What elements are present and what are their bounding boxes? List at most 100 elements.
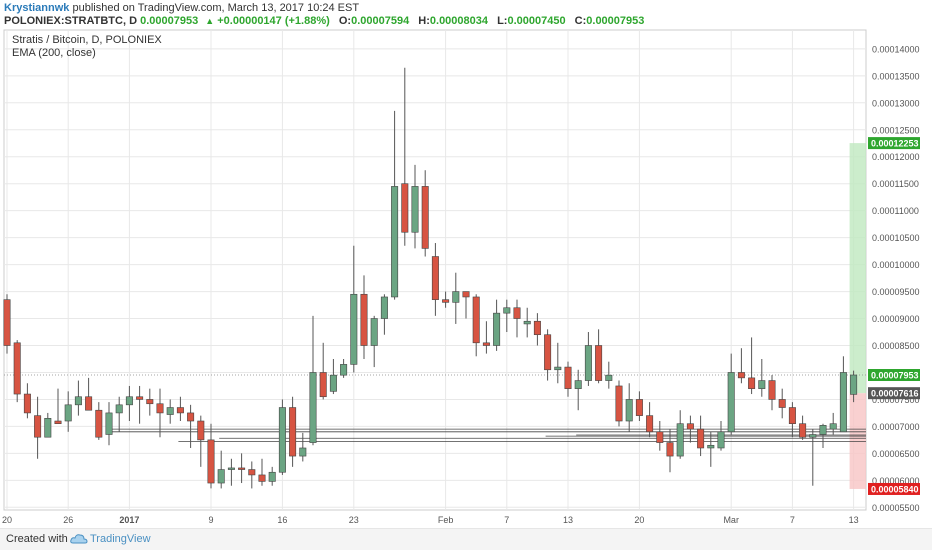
candle: [707, 431, 715, 467]
x-tick-label: 7: [790, 515, 795, 525]
open-label: O:: [338, 15, 352, 27]
candle-body: [258, 474, 266, 482]
candle: [564, 361, 572, 397]
candle: [360, 275, 368, 359]
candle-body: [44, 418, 52, 438]
candle-body: [350, 293, 358, 365]
candle-body: [166, 407, 174, 415]
candle-body: [217, 469, 225, 484]
candle: [605, 361, 613, 389]
low-label: L:: [497, 15, 508, 27]
candle: [227, 458, 235, 486]
candle: [329, 358, 337, 395]
candle-body: [503, 307, 511, 314]
candle: [156, 388, 164, 438]
candle: [289, 396, 297, 467]
candle-body: [646, 415, 654, 433]
tradingview-cloud-icon[interactable]: [70, 532, 88, 546]
candle-body: [391, 186, 399, 298]
candle: [666, 429, 674, 473]
candle: [105, 402, 113, 446]
y-tick-label: 0.00005500: [872, 503, 920, 513]
candle: [656, 421, 664, 451]
candle-body: [523, 320, 531, 325]
y-tick-label: 0.00013500: [872, 71, 920, 81]
y-tick-label: 0.00006000: [872, 476, 920, 486]
y-tick-label: 0.00013000: [872, 98, 920, 108]
candle: [493, 299, 501, 351]
candle-body: [319, 372, 327, 398]
y-tick-label: 0.00010500: [872, 233, 920, 243]
candle: [442, 291, 450, 308]
candle-body: [462, 291, 470, 298]
candle: [778, 388, 786, 419]
tradingview-brand[interactable]: TradingView: [90, 533, 151, 545]
stop-price-badge-bg: [868, 482, 920, 495]
stop-price-badge: 0.00005840: [871, 484, 919, 494]
candle-body: [452, 291, 460, 303]
candle: [3, 294, 11, 354]
candle: [513, 299, 521, 338]
candle-body: [370, 318, 378, 346]
candle: [411, 164, 419, 249]
y-tick-label: 0.00009500: [872, 287, 920, 297]
candle: [799, 415, 807, 440]
candle: [64, 391, 72, 432]
candle: [574, 369, 582, 411]
x-tick-label: 13: [563, 515, 573, 525]
candle: [380, 294, 388, 335]
candle-body: [737, 372, 745, 379]
y-tick-label: 0.00012500: [872, 125, 920, 135]
candle: [23, 383, 31, 419]
price-chart[interactable]: 0.00005500 0.00006000 0.00006500 0.00007000…: [0, 26, 932, 528]
candle: [401, 67, 409, 246]
candle-body: [125, 396, 133, 406]
candle-body: [676, 423, 684, 457]
x-tick-label: 16: [277, 515, 287, 525]
ohlc-line: POLONIEX:STRATBTC, D 0.00007953 ▲ +0.000…: [4, 14, 644, 28]
y-tick-label: 0.00011000: [872, 206, 919, 216]
candle: [44, 412, 52, 438]
candle-body: [850, 374, 858, 395]
author-link[interactable]: Krystiannwk: [4, 2, 70, 14]
entry-price-badge-bg: [868, 387, 920, 400]
candle-body: [788, 407, 796, 425]
candle-body: [584, 345, 592, 381]
x-tick-label: 13: [849, 515, 859, 525]
y-tick-label: 0.00011500: [872, 179, 919, 189]
candle: [554, 342, 562, 384]
candle: [625, 383, 633, 432]
y-tick-label: 0.00006500: [872, 449, 920, 459]
candle-body: [666, 442, 674, 457]
candle: [421, 170, 429, 257]
candle: [584, 332, 592, 386]
candle: [788, 402, 796, 438]
candle: [278, 399, 286, 475]
x-tick-label: 7: [504, 515, 509, 525]
publish-line: Krystiannwk published on TradingView.com…: [4, 1, 359, 15]
candle-body: [717, 431, 725, 449]
candle: [686, 415, 694, 443]
close-value: 0.00007953: [586, 15, 645, 27]
symbol-label: POLONIEX:STRATBTC, D: [4, 15, 138, 27]
candle: [54, 388, 62, 425]
candle: [850, 370, 858, 403]
candle-body: [13, 342, 21, 395]
candle: [819, 423, 827, 448]
candle: [187, 404, 195, 448]
candle-body: [758, 380, 766, 389]
candle: [370, 315, 378, 368]
candle-body: [809, 434, 817, 438]
candle-body: [248, 469, 256, 476]
candle: [207, 423, 215, 489]
candle: [350, 245, 358, 373]
last-price-badge: 0.00007953: [871, 371, 919, 381]
candle: [615, 380, 623, 427]
candle-body: [472, 296, 480, 344]
candle-body: [513, 307, 521, 319]
candle: [340, 358, 348, 378]
candle: [727, 353, 735, 435]
high-label: H:: [418, 15, 430, 27]
y-tick-label: 0.00014000: [872, 44, 920, 54]
candle-body: [64, 404, 72, 422]
